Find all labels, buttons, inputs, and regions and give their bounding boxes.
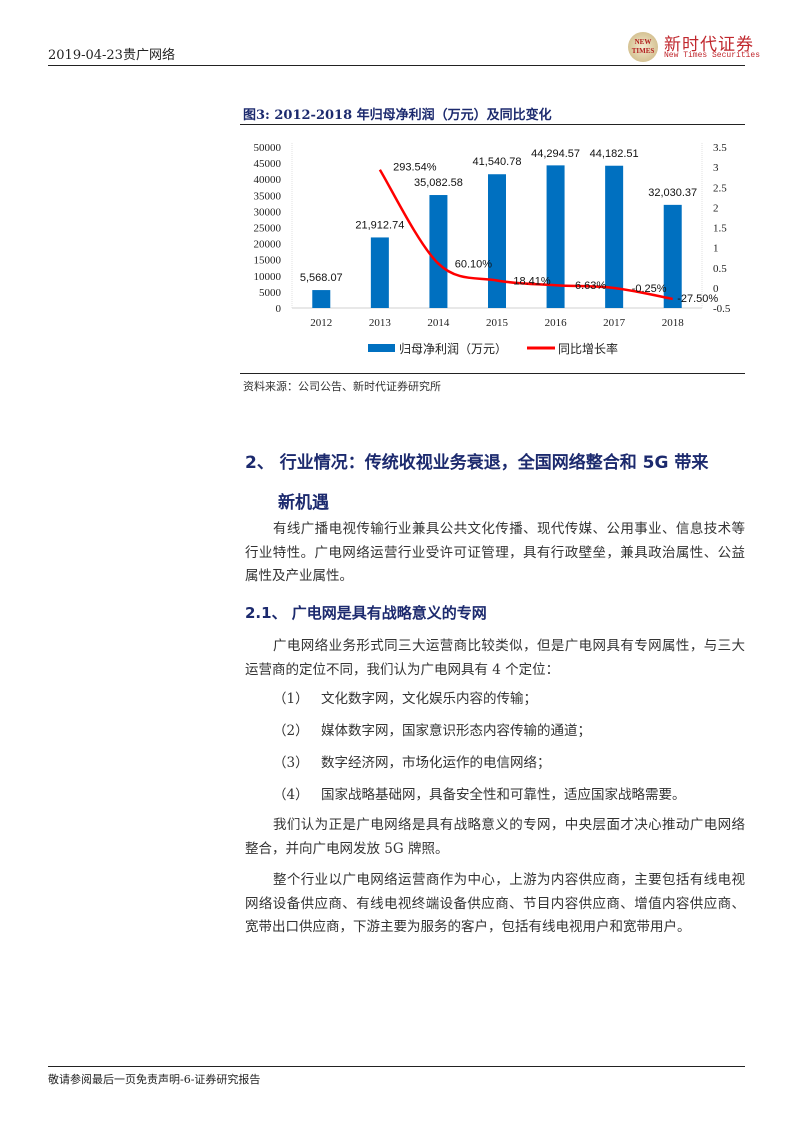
bar <box>605 165 624 308</box>
left-tick-label: 20000 <box>254 239 282 251</box>
line-data-label: 60.10% <box>455 259 493 271</box>
line-data-label: -0.25% <box>632 283 667 295</box>
paragraph-line: 广电网络业务形式同三大运营商比较类似，但是广电网具有专网属性，与三大 <box>273 638 745 654</box>
bar-data-label: 32,030.37 <box>648 187 697 199</box>
subsection-heading: 2.1、 广电网是具有战略意义的专网 <box>245 604 487 622</box>
paragraph-line: 属性及产业属性。 <box>245 568 353 584</box>
company-logo: NEW TIMES 新时代证券 New Times Securities <box>628 30 760 62</box>
right-tick-label: 3.5 <box>713 142 727 154</box>
list-item-number: （1） <box>273 691 309 707</box>
left-tick-label: 15000 <box>254 255 282 267</box>
list-item-number: （3） <box>273 755 309 771</box>
right-tick-label: 0.5 <box>713 263 727 275</box>
bar-data-label: 35,082.58 <box>414 177 463 189</box>
right-tick-label: 0 <box>713 283 719 295</box>
growth-line <box>378 169 673 301</box>
figure-bottom-divider <box>240 373 745 374</box>
paragraph-line: 行业特性。广电网络运营行业受许可证管理，具有行政壁垒，兼具政治属性、公益 <box>245 544 745 561</box>
bar-data-label: 41,540.78 <box>473 156 522 168</box>
logo-badge-icon: NEW TIMES <box>628 32 658 62</box>
left-tick-label: 5000 <box>259 287 282 299</box>
bar-data-label: 5,568.07 <box>300 272 343 284</box>
left-tick-label: 0 <box>276 303 282 315</box>
logo-en-text: New Times Securities <box>664 51 761 60</box>
paragraph-line: 我们认为正是广电网络是具有战略意义的专网，中央层面才决心推动广电网络 <box>273 817 745 833</box>
x-tick-label: 2015 <box>486 317 509 329</box>
logo-cn-text: 新时代证券 <box>664 35 754 55</box>
line-data-label: 293.54% <box>393 162 437 174</box>
x-tick-label: 2014 <box>427 317 450 329</box>
list-item-text: 媒体数字网，国家意识形态内容传输的通道； <box>321 723 591 739</box>
paragraph-line: 有线广播电视传输行业兼具公共文化传播、现代传媒、公用事业、信息技术等 <box>273 521 745 537</box>
bar <box>370 237 389 308</box>
left-tick-label: 30000 <box>254 206 282 218</box>
bar-data-label: 44,294.57 <box>531 148 580 160</box>
list-item-text: 文化数字网，文化娱乐内容的传输； <box>321 691 537 707</box>
section-heading-line2: 新机遇 <box>278 493 329 513</box>
left-tick-label: 50000 <box>254 142 282 154</box>
line-data-label: -27.50% <box>677 293 718 305</box>
legend-bar-swatch <box>368 344 395 352</box>
list-item-number: （4） <box>273 787 309 803</box>
left-tick-label: 45000 <box>254 158 282 170</box>
list-item-number: （2） <box>273 723 309 739</box>
line-data-label: 6.63% <box>575 280 606 292</box>
bar <box>429 195 448 308</box>
list-item-text: 数字经济网，市场化运作的电信网络； <box>321 755 551 771</box>
x-tick-label: 2012 <box>310 317 332 329</box>
footer-divider <box>48 1066 745 1067</box>
x-tick-label: 2013 <box>369 317 392 329</box>
right-tick-label: 3 <box>713 162 719 174</box>
right-tick-label: 2 <box>713 202 719 214</box>
figure-source: 资料来源：公司公告、新时代证券研究所 <box>243 380 441 393</box>
paragraph-line: 整个行业以广电网络运营商作为中心，上游为内容供应商，主要包括有线电视 <box>273 872 745 888</box>
x-tick-label: 2018 <box>662 317 685 329</box>
paragraph-line: 运营商的定位不同，我们认为广电网具有 4 个定位： <box>245 662 560 678</box>
paragraph-line: 整合，并向广电网发放 5G 牌照。 <box>245 840 449 857</box>
right-tick-label: 2.5 <box>713 182 727 194</box>
legend-line-label: 同比增长率 <box>558 341 618 356</box>
bar <box>663 204 682 308</box>
left-tick-label: 35000 <box>254 190 282 202</box>
left-tick-label: 25000 <box>254 223 282 235</box>
footer-text: 敬请参阅最后一页免责声明-6-证券研究报告 <box>48 1073 261 1086</box>
x-tick-label: 2017 <box>603 317 626 329</box>
bar <box>488 174 506 308</box>
section-heading-line1: 2、 行业情况：传统收视业务衰退，全国网络整合和 5G 带来 <box>245 453 709 473</box>
paragraph-line: 网络设备供应商、有线电视终端设备供应商、节目内容供应商、增值内容供应商、 <box>245 895 745 912</box>
list-item-text: 国家战略基础网，具备安全性和可靠性，适应国家战略需要。 <box>321 787 686 803</box>
x-tick-label: 2016 <box>545 317 568 329</box>
header-divider <box>48 65 745 66</box>
right-tick-label: -0.5 <box>713 303 731 315</box>
legend-bar-label: 归母净利润（万元） <box>399 342 507 356</box>
left-tick-label: 40000 <box>254 174 282 186</box>
bar-data-label: 44,182.51 <box>590 148 639 160</box>
paragraph-line: 宽带出口供应商，下游主要为服务的客户，包括有线电视用户和宽带用户。 <box>245 919 691 935</box>
bar <box>546 165 565 308</box>
profit-chart: 0 5000 10000 15000 20000 25000 30000 35000 40000… <box>254 142 731 356</box>
header-date-company: 2019-04-23贵广网络 <box>48 48 175 63</box>
bar-data-label: 21,912.74 <box>355 219 404 231</box>
right-tick-label: 1.5 <box>713 223 727 235</box>
figure-title: 图3: 2012-2018 年归母净利润（万元）及同比变化 <box>243 108 552 123</box>
line-data-label: 18.41% <box>513 275 551 287</box>
figure-top-divider <box>240 124 745 125</box>
bar <box>312 290 331 308</box>
left-tick-label: 10000 <box>254 271 282 283</box>
right-tick-label: 1 <box>713 243 719 255</box>
